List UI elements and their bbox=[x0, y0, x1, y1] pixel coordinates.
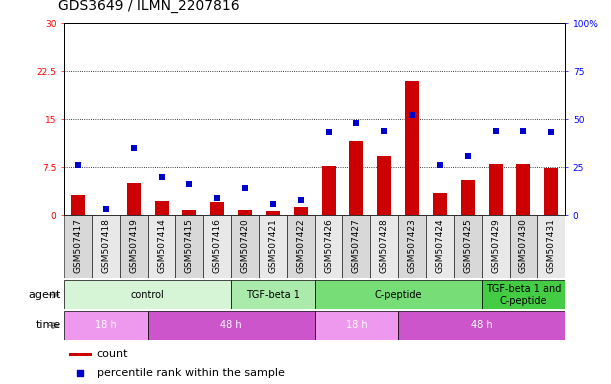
Point bbox=[351, 120, 361, 126]
Bar bbox=[426, 215, 454, 278]
Bar bbox=[203, 215, 231, 278]
Bar bbox=[183, 210, 196, 215]
Bar bbox=[294, 207, 308, 215]
Text: GSM507429: GSM507429 bbox=[491, 218, 500, 273]
Bar bbox=[537, 215, 565, 278]
Point bbox=[156, 174, 166, 180]
Point bbox=[76, 370, 86, 376]
Point bbox=[407, 112, 417, 118]
Bar bbox=[266, 211, 280, 215]
Text: GSM507420: GSM507420 bbox=[241, 218, 249, 273]
Point bbox=[185, 181, 194, 187]
Point bbox=[268, 200, 278, 207]
Bar bbox=[148, 311, 315, 340]
Text: GDS3649 / ILMN_2207816: GDS3649 / ILMN_2207816 bbox=[58, 0, 240, 13]
Point bbox=[296, 197, 306, 203]
Bar bbox=[398, 215, 426, 278]
Text: GSM507415: GSM507415 bbox=[185, 218, 194, 273]
Bar bbox=[287, 215, 315, 278]
Text: GSM507425: GSM507425 bbox=[463, 218, 472, 273]
Point bbox=[213, 195, 222, 201]
Point bbox=[491, 127, 500, 134]
Bar bbox=[349, 141, 364, 215]
Bar bbox=[370, 215, 398, 278]
Bar bbox=[315, 215, 343, 278]
Text: GSM507422: GSM507422 bbox=[296, 218, 306, 273]
Text: GSM507427: GSM507427 bbox=[352, 218, 361, 273]
Bar bbox=[405, 81, 419, 215]
Bar bbox=[92, 215, 120, 278]
Bar bbox=[510, 215, 537, 278]
Bar bbox=[148, 215, 175, 278]
Text: time: time bbox=[36, 320, 61, 331]
Point bbox=[546, 129, 556, 136]
Bar bbox=[315, 280, 481, 309]
Text: TGF-beta 1: TGF-beta 1 bbox=[246, 290, 300, 300]
Text: GSM507416: GSM507416 bbox=[213, 218, 222, 273]
Text: GSM507414: GSM507414 bbox=[157, 218, 166, 273]
Point bbox=[379, 127, 389, 134]
Text: 48 h: 48 h bbox=[221, 320, 242, 331]
Text: GSM507421: GSM507421 bbox=[268, 218, 277, 273]
Text: GSM507431: GSM507431 bbox=[547, 218, 556, 273]
Point bbox=[129, 145, 139, 151]
Text: GSM507423: GSM507423 bbox=[408, 218, 417, 273]
Text: GSM507417: GSM507417 bbox=[73, 218, 82, 273]
Text: percentile rank within the sample: percentile rank within the sample bbox=[97, 368, 285, 379]
Point bbox=[240, 185, 250, 191]
Text: 48 h: 48 h bbox=[471, 320, 492, 331]
Text: C-peptide: C-peptide bbox=[375, 290, 422, 300]
Bar bbox=[71, 195, 85, 215]
Text: agent: agent bbox=[29, 290, 61, 300]
Text: GSM507418: GSM507418 bbox=[101, 218, 111, 273]
Bar bbox=[210, 202, 224, 215]
Point bbox=[101, 206, 111, 212]
Bar bbox=[378, 156, 391, 215]
Text: GSM507424: GSM507424 bbox=[436, 218, 444, 273]
Text: control: control bbox=[131, 290, 164, 300]
Bar bbox=[259, 215, 287, 278]
Bar bbox=[231, 280, 315, 309]
Bar bbox=[64, 311, 148, 340]
Bar bbox=[238, 210, 252, 215]
Bar bbox=[516, 164, 530, 215]
Bar bbox=[544, 168, 558, 215]
Point bbox=[463, 152, 473, 159]
Bar bbox=[315, 311, 398, 340]
Bar bbox=[454, 215, 481, 278]
Bar bbox=[175, 215, 203, 278]
Bar bbox=[343, 215, 370, 278]
Bar bbox=[481, 280, 565, 309]
Bar bbox=[321, 166, 335, 215]
Bar bbox=[155, 201, 169, 215]
Text: 18 h: 18 h bbox=[95, 320, 117, 331]
Bar bbox=[481, 215, 510, 278]
Text: GSM507426: GSM507426 bbox=[324, 218, 333, 273]
Bar bbox=[231, 215, 259, 278]
Text: GSM507428: GSM507428 bbox=[380, 218, 389, 273]
Text: TGF-beta 1 and
C-peptide: TGF-beta 1 and C-peptide bbox=[486, 284, 561, 306]
Bar bbox=[398, 311, 565, 340]
Point bbox=[73, 162, 83, 168]
Text: count: count bbox=[97, 349, 128, 359]
Point bbox=[435, 162, 445, 168]
Point bbox=[324, 129, 334, 136]
Bar bbox=[120, 215, 148, 278]
Text: GSM507430: GSM507430 bbox=[519, 218, 528, 273]
Text: GSM507419: GSM507419 bbox=[130, 218, 138, 273]
Bar bbox=[461, 180, 475, 215]
Bar bbox=[69, 353, 92, 356]
Bar bbox=[489, 164, 502, 215]
Point bbox=[519, 127, 529, 134]
Bar bbox=[127, 183, 141, 215]
Bar bbox=[433, 193, 447, 215]
Bar bbox=[64, 280, 231, 309]
Text: 18 h: 18 h bbox=[346, 320, 367, 331]
Bar bbox=[64, 215, 92, 278]
